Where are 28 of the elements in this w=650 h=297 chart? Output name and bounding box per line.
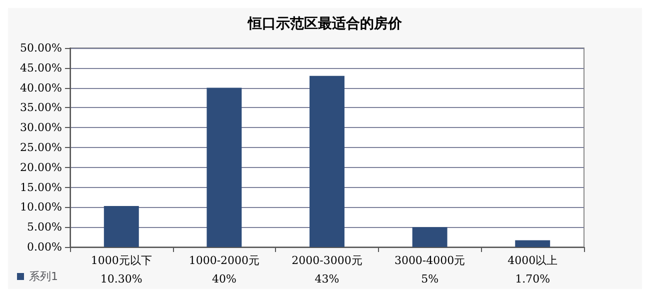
x-tick-label: 2000-3000元 [292,254,362,267]
y-tick-label: 15.00% [20,180,62,194]
bar [515,240,550,247]
y-tick-label: 20.00% [20,160,62,174]
legend-label: 系列1 [29,270,58,283]
y-tick-label: 35.00% [20,101,62,114]
bar [310,76,344,247]
y-tick-label: 50.00% [20,42,62,54]
y-tick-label: 5.00% [27,220,62,234]
data-label: 43% [314,272,340,286]
x-tick-label: 1000元以下 [90,254,152,267]
bar [104,206,139,247]
chart-title: 恒口示范区最适合的房价 [247,15,403,32]
y-tick-label: 10.00% [20,200,62,214]
y-tick-label: 40.00% [20,81,62,94]
x-tick-label: 1000-2000元 [188,254,260,267]
data-label: 5% [421,272,439,286]
y-tick-label: 25.00% [20,141,62,154]
x-tick-label: 3000-4000元 [394,254,466,267]
x-tick-label: 4000以上 [508,254,558,267]
y-tick-label: 30.00% [20,121,62,134]
data-label: 40% [212,272,236,286]
bar [206,88,242,247]
data-label: 1.70% [515,272,550,286]
y-tick-label: 0.00% [27,240,62,254]
y-tick-label: 45.00% [20,61,62,74]
data-label: 10.30% [100,272,142,286]
bar [412,227,448,247]
